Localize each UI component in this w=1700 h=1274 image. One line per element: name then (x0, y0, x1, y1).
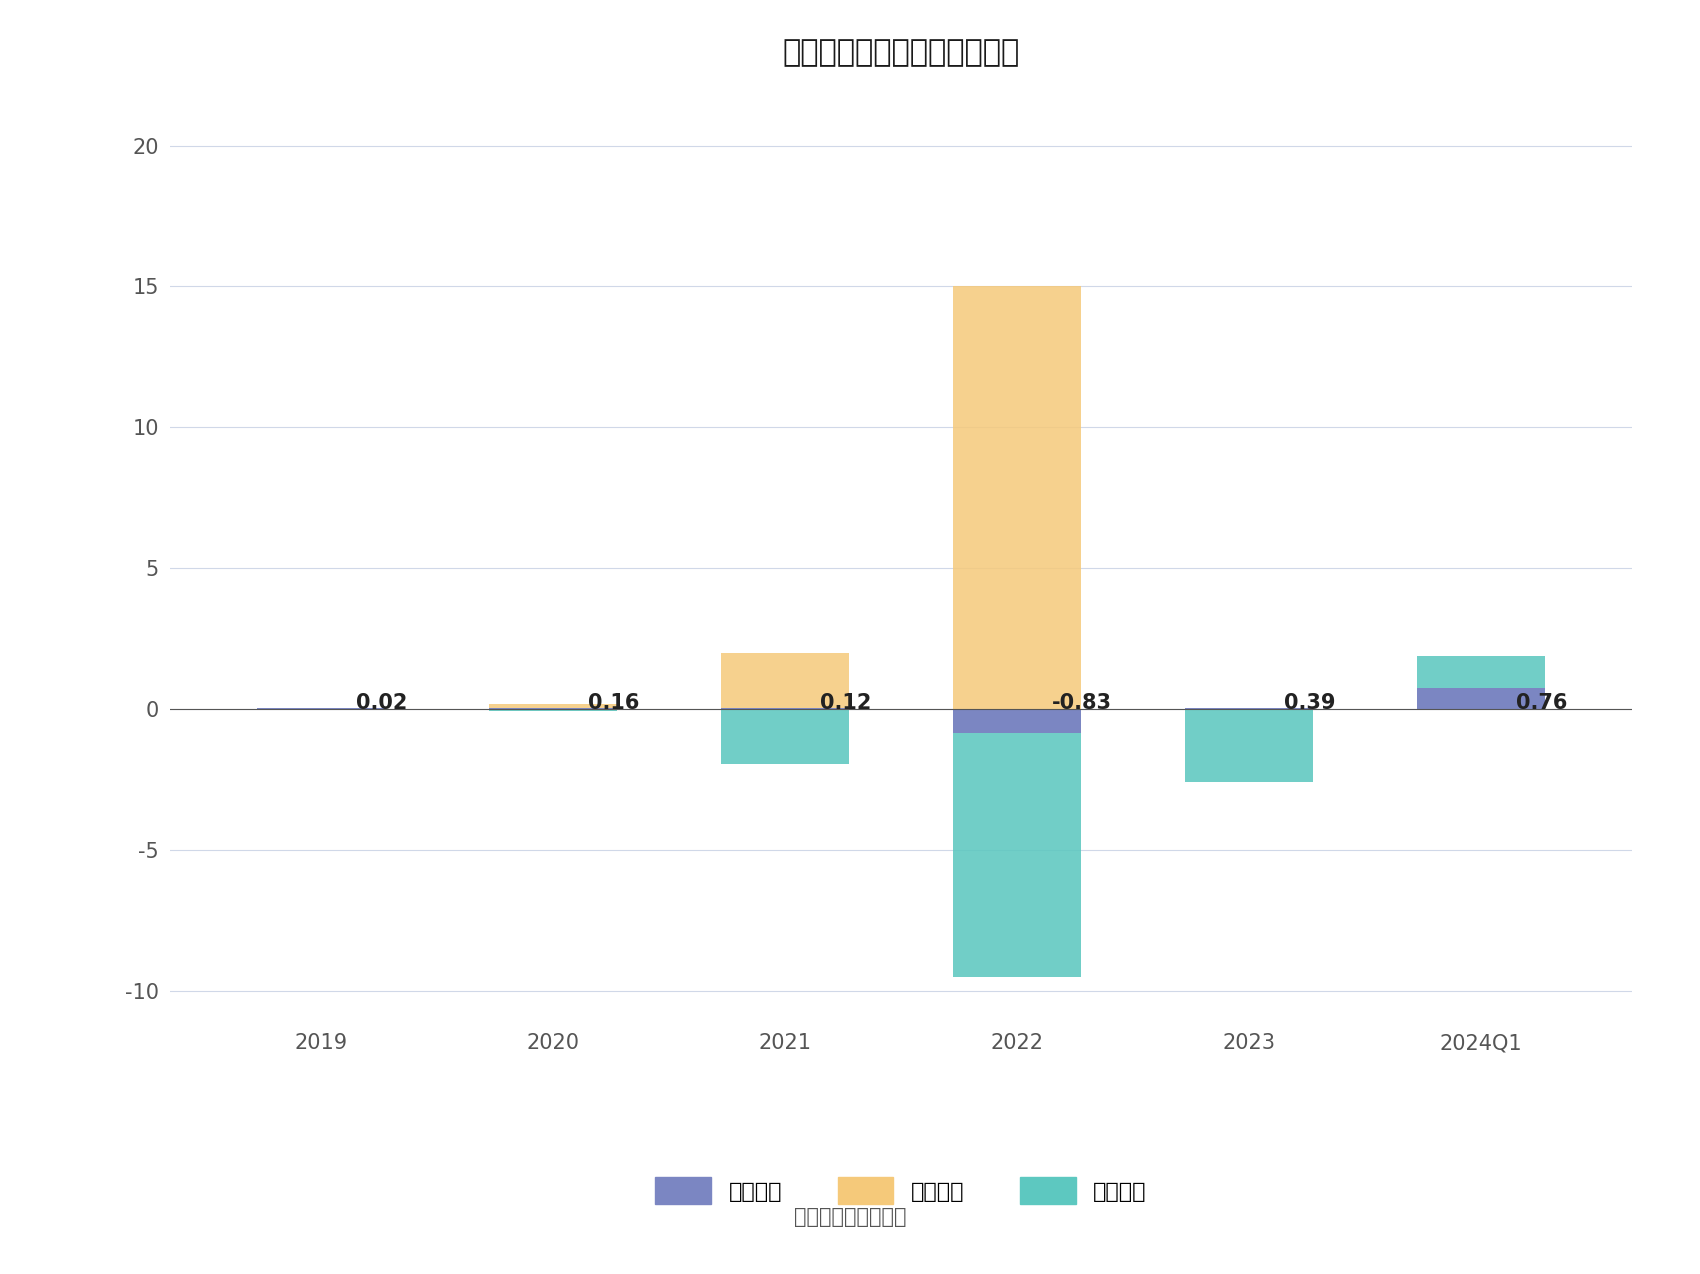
Text: 0.39: 0.39 (1284, 693, 1336, 713)
Bar (1418, 688, 1545, 710)
Bar (721, 708, 848, 710)
Title: 德邦科技现金流净额（亿元）: 德邦科技现金流净额（亿元） (782, 38, 1020, 68)
Bar (721, 652, 848, 710)
Bar (954, 710, 1081, 977)
Bar (1185, 708, 1312, 710)
Bar (954, 710, 1081, 733)
Bar (1185, 710, 1312, 782)
Text: 数据来源：恒生聚源: 数据来源：恒生聚源 (794, 1206, 906, 1227)
Legend: 经营活动, 筹资活动, 投资活动: 经营活动, 筹资活动, 投资活动 (646, 1168, 1156, 1213)
Text: 0.02: 0.02 (355, 693, 406, 713)
Bar (954, 287, 1081, 710)
Bar (721, 710, 848, 763)
Bar (490, 703, 617, 710)
Text: -0.83: -0.83 (1052, 693, 1112, 713)
Text: 0.12: 0.12 (819, 693, 870, 713)
Bar (490, 710, 617, 711)
Bar (1418, 656, 1545, 710)
Text: 0.76: 0.76 (1516, 693, 1567, 713)
Text: 0.16: 0.16 (588, 693, 639, 713)
Bar (1185, 708, 1312, 710)
Bar (1418, 701, 1545, 710)
